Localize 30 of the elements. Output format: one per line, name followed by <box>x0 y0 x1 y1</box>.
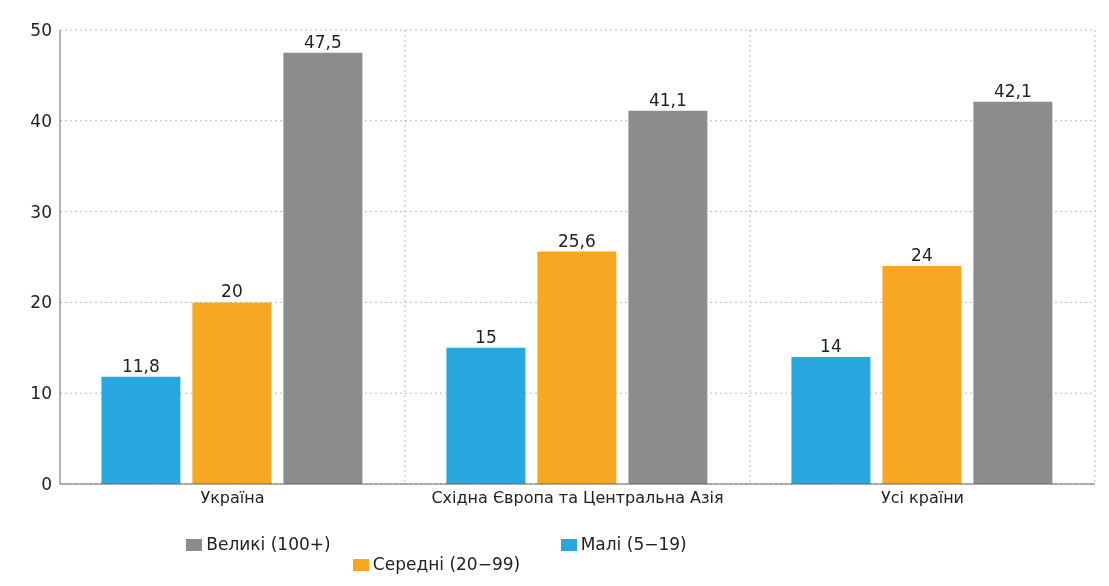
data-label: 14 <box>820 335 842 356</box>
y-tick-label: 30 <box>30 201 52 222</box>
data-label: 20 <box>221 281 243 302</box>
y-tick-label: 0 <box>41 474 52 495</box>
y-tick-label: 10 <box>30 383 52 404</box>
legend-label: Малі (5−19) <box>580 534 687 554</box>
data-label: 42,1 <box>993 80 1032 101</box>
bar <box>973 101 1053 484</box>
data-label: 47,5 <box>303 31 342 52</box>
bar <box>101 376 181 484</box>
legend-label: Великі (100+) <box>206 534 331 554</box>
legend-label: Середні (20−99) <box>372 554 521 574</box>
bar <box>192 302 272 484</box>
bar <box>283 52 363 484</box>
data-label: 15 <box>475 326 497 347</box>
bar <box>882 266 962 484</box>
x-tick-label: Україна <box>200 488 265 508</box>
data-label: 25,6 <box>557 230 596 251</box>
y-tick-label: 50 <box>30 20 52 41</box>
data-label: 41,1 <box>648 89 687 110</box>
y-tick-label: 20 <box>30 292 52 313</box>
data-label: 24 <box>911 245 933 266</box>
bar <box>791 356 871 484</box>
data-label: 11,8 <box>121 355 160 376</box>
bar <box>537 251 617 484</box>
x-tick-label: Східна Європа та Центральна Азія <box>431 488 724 508</box>
bar <box>628 110 708 484</box>
bar <box>446 347 526 484</box>
x-tick-label: Усі країни <box>880 488 965 508</box>
y-tick-label: 40 <box>30 110 52 131</box>
